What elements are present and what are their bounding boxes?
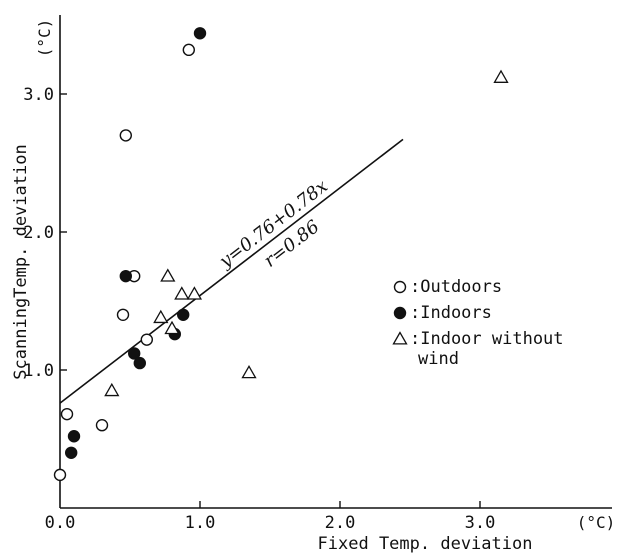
x-tick-label: 3.0: [465, 513, 496, 533]
indoors-point: [193, 27, 207, 40]
data-points: [53, 27, 509, 482]
y-axis-title: ScanningTemp. deviation: [11, 144, 31, 379]
outdoors-point: [116, 308, 130, 321]
indoors-point: [127, 347, 141, 360]
outdoors-point: [60, 407, 74, 421]
legend-label: :Indoors: [410, 303, 492, 323]
indoor-without-wind-point: [186, 286, 203, 300]
x-unit-label: (°C): [577, 513, 616, 532]
outdoors-point: [95, 419, 109, 432]
x-axis-title: Fixed Temp. deviation: [318, 534, 533, 554]
axis-ticks: 0.0 1.0 2.0 3.0 1.0 2.0 3.0: [23, 85, 495, 533]
x-tick-label: 2.0: [325, 513, 356, 533]
regression-line: [59, 138, 404, 404]
legend-indoors-marker: [393, 306, 407, 320]
legend-label: :Outdoors: [410, 277, 502, 297]
indoor-without-wind-point: [160, 268, 176, 282]
indoor-without-wind-point: [493, 69, 509, 83]
legend-outdoors-marker: [393, 280, 407, 294]
indoors-point: [176, 308, 190, 321]
legend-label: wind: [418, 349, 459, 369]
outdoors-point: [53, 468, 67, 482]
legend-label: :Indoor without: [410, 329, 564, 349]
y-tick-label: 2.0: [23, 223, 54, 243]
y-tick-label: 3.0: [23, 85, 54, 105]
indoor-without-wind-point: [241, 364, 257, 379]
indoors-point: [133, 356, 147, 370]
plot-area: [59, 15, 612, 509]
indoors-point: [64, 446, 78, 459]
indoor-without-wind-point: [153, 309, 169, 324]
outdoors-point: [140, 333, 154, 346]
outdoors-point: [119, 129, 133, 142]
y-unit-label: (°C): [35, 19, 54, 58]
indoor-without-wind-point: [104, 382, 120, 397]
legend-indoor-without-wind-marker: [392, 331, 408, 345]
indoors-point: [119, 269, 133, 283]
x-tick-label: 1.0: [185, 513, 216, 533]
outdoors-point: [182, 43, 196, 57]
indoors-point: [67, 430, 81, 443]
indoor-without-wind-point: [164, 320, 180, 335]
x-tick-label: 0.0: [45, 513, 76, 533]
indoor-without-wind-point: [174, 286, 190, 300]
y-tick-label: 1.0: [23, 361, 54, 381]
